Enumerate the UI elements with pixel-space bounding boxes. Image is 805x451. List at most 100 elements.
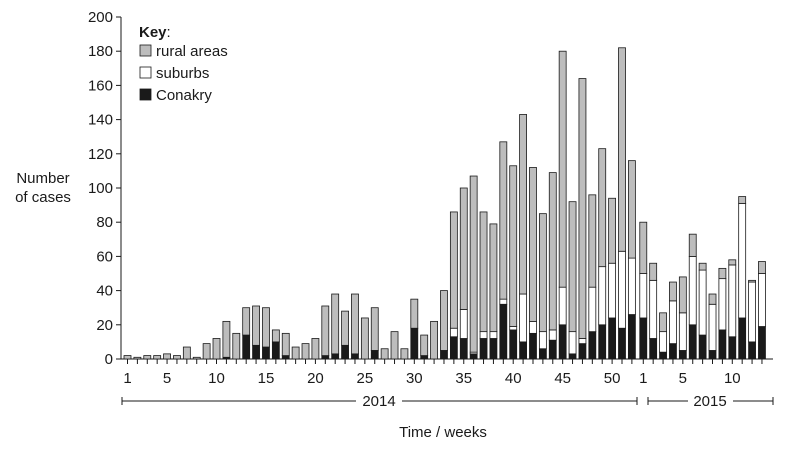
bar-2014-week-49-suburbs bbox=[598, 266, 607, 326]
bar-2014-week-34-rural-areas bbox=[449, 211, 458, 329]
bar-2014-week-9-rural-areas bbox=[202, 343, 211, 360]
bar-2015-week-4-conakry bbox=[669, 343, 677, 360]
bar-2014-week-40-suburbs bbox=[509, 326, 518, 331]
bar-2014-week-26-conakry bbox=[370, 350, 379, 360]
bar-2014-week-52-suburbs bbox=[627, 257, 636, 315]
bar-2014-week-21-conakry bbox=[321, 355, 330, 360]
bar-2014-week-30-rural-areas bbox=[410, 298, 419, 329]
bar-2015-week-4-suburbs bbox=[669, 300, 677, 345]
bar-2015-week-6-rural-areas bbox=[688, 233, 697, 257]
bar-2015-week-8-rural-areas bbox=[708, 293, 717, 305]
bar-2015-week-2-suburbs bbox=[649, 279, 658, 339]
bar-2014-week-33-conakry bbox=[440, 350, 448, 360]
bar-2014-week-42-conakry bbox=[529, 332, 537, 360]
bar-2014-week-48-conakry bbox=[588, 331, 597, 360]
y-tick-label: 160 bbox=[88, 77, 113, 94]
legend-title-key: Key bbox=[139, 24, 167, 41]
y-tick-label: 40 bbox=[96, 283, 113, 300]
bar-2014-week-33-rural-areas bbox=[440, 290, 448, 351]
y-tick-label: 120 bbox=[88, 146, 113, 163]
bar-2014-week-10-rural-areas bbox=[212, 338, 221, 360]
bar-2014-week-34-suburbs bbox=[449, 327, 458, 338]
bar-2015-week-11-rural-areas bbox=[738, 196, 747, 204]
bar-2015-week-12-suburbs bbox=[748, 281, 756, 343]
legend-label-rural-areas: rural areas bbox=[156, 43, 228, 60]
bar-2014-week-34-conakry bbox=[449, 336, 458, 360]
bar-2014-week-35-rural-areas bbox=[459, 187, 468, 310]
bar-2015-week-10-suburbs bbox=[728, 264, 737, 338]
y-tick-label: 0 bbox=[105, 351, 113, 368]
bar-2014-week-39-suburbs bbox=[499, 298, 508, 305]
legend-title: Key: bbox=[139, 24, 171, 41]
bar-2014-week-25-rural-areas bbox=[360, 317, 369, 360]
x-tick-label: 1 bbox=[123, 370, 131, 387]
x-tick-label: 50 bbox=[604, 370, 621, 387]
x-tick-label: 45 bbox=[554, 370, 571, 387]
bar-2014-week-51-conakry bbox=[618, 327, 626, 360]
bar-2015-week-1-suburbs bbox=[639, 273, 648, 319]
bar-2014-week-7-rural-areas bbox=[182, 346, 191, 360]
bar-2014-week-12-rural-areas bbox=[232, 332, 241, 360]
bar-2014-week-41-rural-areas bbox=[519, 114, 527, 295]
legend-title-colon: : bbox=[167, 24, 171, 41]
x-tick-label: 5 bbox=[679, 370, 687, 387]
bar-2014-week-13-rural-areas bbox=[242, 307, 251, 336]
bar-2014-week-41-conakry bbox=[519, 341, 527, 360]
bar-2015-week-7-suburbs bbox=[698, 269, 707, 336]
bar-2014-week-6-rural-areas bbox=[173, 355, 181, 360]
bar-2014-week-23-rural-areas bbox=[341, 310, 349, 346]
bar-2014-week-52-conakry bbox=[627, 314, 636, 360]
bar-2014-week-24-rural-areas bbox=[351, 293, 359, 355]
bar-2014-week-14-conakry bbox=[252, 344, 260, 360]
bar-2014-week-8-rural-areas bbox=[192, 356, 201, 360]
bar-2014-week-32-rural-areas bbox=[430, 320, 438, 360]
year-bracket-2015: 2015 bbox=[647, 393, 774, 410]
bar-2015-week-7-conakry bbox=[698, 334, 707, 360]
bar-2014-week-44-rural-areas bbox=[548, 172, 557, 331]
x-tick-label: 40 bbox=[505, 370, 522, 387]
year-bracket-2014: 2014 bbox=[121, 393, 638, 410]
bar-2015-week-13-conakry bbox=[758, 326, 766, 360]
bar-2014-week-50-rural-areas bbox=[608, 197, 617, 264]
bar-2014-week-36-conakry bbox=[469, 353, 478, 360]
legend-swatch-conakry bbox=[139, 88, 152, 101]
bar-2014-week-42-suburbs bbox=[529, 320, 537, 334]
legend-swatch-rural-areas bbox=[139, 44, 152, 57]
x-tick-label: 15 bbox=[258, 370, 275, 387]
y-axis-title-line-1: Number bbox=[16, 170, 69, 187]
bar-2014-week-18-rural-areas bbox=[291, 346, 300, 360]
x-tick-label: 10 bbox=[724, 370, 741, 387]
bar-2014-week-27-rural-areas bbox=[380, 348, 389, 360]
bar-2014-week-15-rural-areas bbox=[262, 307, 270, 348]
x-tick-label: 1 bbox=[639, 370, 647, 387]
bar-2014-week-17-conakry bbox=[281, 355, 290, 360]
x-tick-label: 30 bbox=[406, 370, 423, 387]
y-axis-title-line-2: of cases bbox=[15, 189, 71, 206]
bar-2014-week-52-rural-areas bbox=[627, 160, 636, 259]
bar-2014-week-28-rural-areas bbox=[390, 331, 399, 360]
legend: Key: rural areas suburbs Conakry bbox=[139, 24, 228, 104]
bar-2015-week-12-conakry bbox=[748, 341, 756, 360]
bar-2014-week-37-suburbs bbox=[479, 331, 488, 339]
bar-2015-week-8-suburbs bbox=[708, 303, 717, 351]
bar-2014-week-38-suburbs bbox=[489, 331, 498, 339]
bar-2014-week-47-suburbs bbox=[578, 338, 587, 345]
x-tick-label: 20 bbox=[307, 370, 324, 387]
x-axis-ticks: 1 5 10 15 20 25 30 35 40 45 50 1 5 10 bbox=[123, 359, 763, 387]
bar-2014-week-37-conakry bbox=[479, 338, 488, 360]
y-tick-label: 140 bbox=[88, 112, 113, 129]
bar-2014-week-31-rural-areas bbox=[420, 334, 429, 356]
bar-2014-week-46-rural-areas bbox=[568, 201, 577, 333]
bar-2014-week-38-rural-areas bbox=[489, 223, 498, 333]
bar-2015-week-6-conakry bbox=[688, 324, 697, 360]
bar-2014-week-16-rural-areas bbox=[271, 329, 280, 343]
bar-2015-week-2-rural-areas bbox=[649, 262, 658, 281]
bar-2014-week-22-rural-areas bbox=[331, 293, 340, 355]
legend-swatch-suburbs bbox=[139, 66, 152, 79]
bar-2014-week-45-rural-areas bbox=[558, 50, 567, 288]
bar-2014-week-22-conakry bbox=[331, 353, 340, 360]
bar-2014-week-48-rural-areas bbox=[588, 194, 597, 288]
x-axis-title: Time / weeks bbox=[399, 424, 487, 441]
bar-2014-week-20-rural-areas bbox=[311, 338, 320, 360]
